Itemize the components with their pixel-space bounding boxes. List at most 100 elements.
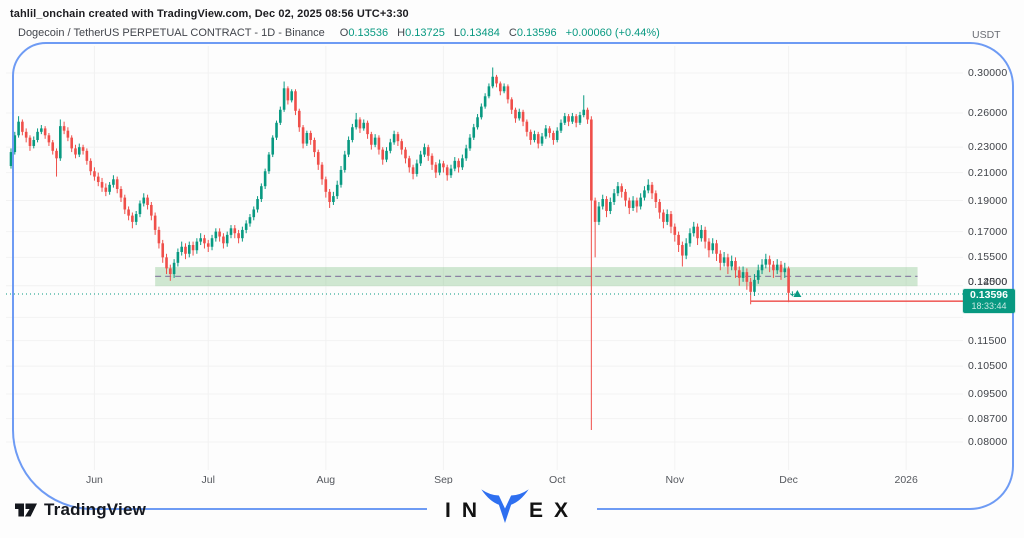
time-tick: Nov	[665, 474, 685, 486]
candle-body	[316, 152, 320, 165]
close-value: 0.13596	[516, 27, 557, 39]
candle-body	[55, 150, 58, 159]
candle-body	[354, 119, 358, 128]
candle-body	[309, 132, 312, 140]
candle-body	[59, 126, 62, 159]
candle-body	[681, 245, 684, 256]
candle-body	[521, 111, 525, 122]
candle-body	[745, 272, 749, 282]
candle-body	[677, 234, 680, 246]
candle-body	[214, 231, 218, 239]
candle-body	[673, 226, 677, 235]
candle-body	[692, 226, 696, 234]
candle-body	[639, 197, 642, 207]
candle-body	[362, 122, 366, 129]
candle-body	[510, 99, 513, 110]
candle-body	[734, 260, 737, 271]
candle-body	[267, 154, 271, 172]
candle-body	[684, 243, 688, 256]
candle-body	[377, 137, 381, 150]
candle-body	[453, 160, 457, 169]
time-tick: Sep	[434, 474, 453, 486]
candle-body	[28, 137, 32, 146]
candle-body	[332, 196, 335, 202]
candle-body	[779, 264, 783, 273]
chart-legend[interactable]: Dogecoin / TetherUS PERPETUAL CONTRACT -…	[18, 27, 660, 39]
price-tick: 0.26000	[968, 106, 1008, 119]
candle-body	[244, 223, 248, 230]
candle-body	[590, 119, 593, 201]
candle-body	[404, 149, 407, 159]
candle-body	[297, 110, 301, 128]
candle-body	[415, 163, 419, 174]
candle-body	[696, 226, 699, 239]
price-scale[interactable]: 0.30000 0.26000 0.23000 0.21000 0.19000 0.170…	[966, 42, 1024, 492]
candle-body	[104, 187, 108, 192]
candle-body	[487, 86, 491, 97]
candle-body	[620, 186, 623, 192]
candle-body	[783, 268, 787, 273]
candle-body	[423, 147, 426, 155]
candle-body	[241, 229, 244, 239]
candle-body	[719, 253, 722, 263]
candle-body	[483, 96, 487, 107]
candle-body	[601, 199, 605, 207]
candle-body	[305, 132, 309, 144]
candle-body	[665, 214, 669, 222]
candle-body	[392, 134, 396, 143]
candle-body	[411, 167, 415, 174]
time-scale[interactable]: Jun Jul Aug Sep Oct Nov Dec 2026	[0, 471, 1024, 489]
candle-body	[248, 217, 252, 224]
candle-body	[203, 238, 206, 244]
candle-body	[9, 152, 13, 167]
low-label: L	[453, 27, 461, 39]
candle-body	[442, 163, 445, 168]
candle-body	[138, 203, 142, 215]
candle-body	[351, 127, 354, 140]
candle-body	[760, 264, 764, 271]
candle-body	[609, 201, 612, 211]
candle-body	[301, 127, 305, 144]
candle-body	[574, 116, 578, 123]
candle-body	[559, 122, 563, 131]
candle-body	[335, 184, 339, 197]
price-tick: 0.12500	[968, 275, 1008, 288]
candle-body	[703, 229, 707, 242]
candle-body	[187, 245, 191, 254]
candle-body	[396, 134, 400, 142]
candle-body	[662, 212, 665, 222]
candle-body	[787, 268, 790, 293]
candle-body	[115, 179, 119, 190]
candle-body	[169, 268, 172, 275]
candle-body	[206, 243, 210, 247]
candle-body	[271, 137, 275, 155]
candle-body	[96, 176, 100, 183]
candle-body	[347, 139, 350, 155]
candle-body	[772, 264, 775, 271]
candle-body	[764, 259, 768, 265]
candle-body	[593, 200, 597, 222]
candle-body	[624, 191, 627, 201]
time-tick: Aug	[316, 474, 336, 486]
candle-body	[112, 179, 115, 185]
tradingview-logo[interactable]: TradingView	[14, 500, 146, 520]
candle-body	[658, 201, 661, 213]
candle-body	[502, 86, 506, 92]
candle-body	[81, 147, 85, 151]
candle-body	[51, 142, 55, 151]
candle-body	[218, 231, 221, 237]
invex-logo: IN EX	[426, 484, 598, 528]
candle-body	[161, 243, 165, 258]
candle-body	[775, 264, 779, 271]
candle-body	[32, 139, 36, 146]
candle-body	[313, 139, 316, 153]
price-tick: 0.08700	[968, 412, 1008, 425]
candle-body	[100, 182, 104, 188]
price-tick: 0.14000	[968, 275, 1008, 288]
candle-body	[85, 150, 89, 161]
candle-body	[631, 200, 635, 208]
candle-body	[582, 109, 586, 116]
price-tick: 0.17000	[968, 225, 1008, 238]
symbol-title[interactable]: Dogecoin / TetherUS PERPETUAL CONTRACT -…	[18, 27, 325, 39]
